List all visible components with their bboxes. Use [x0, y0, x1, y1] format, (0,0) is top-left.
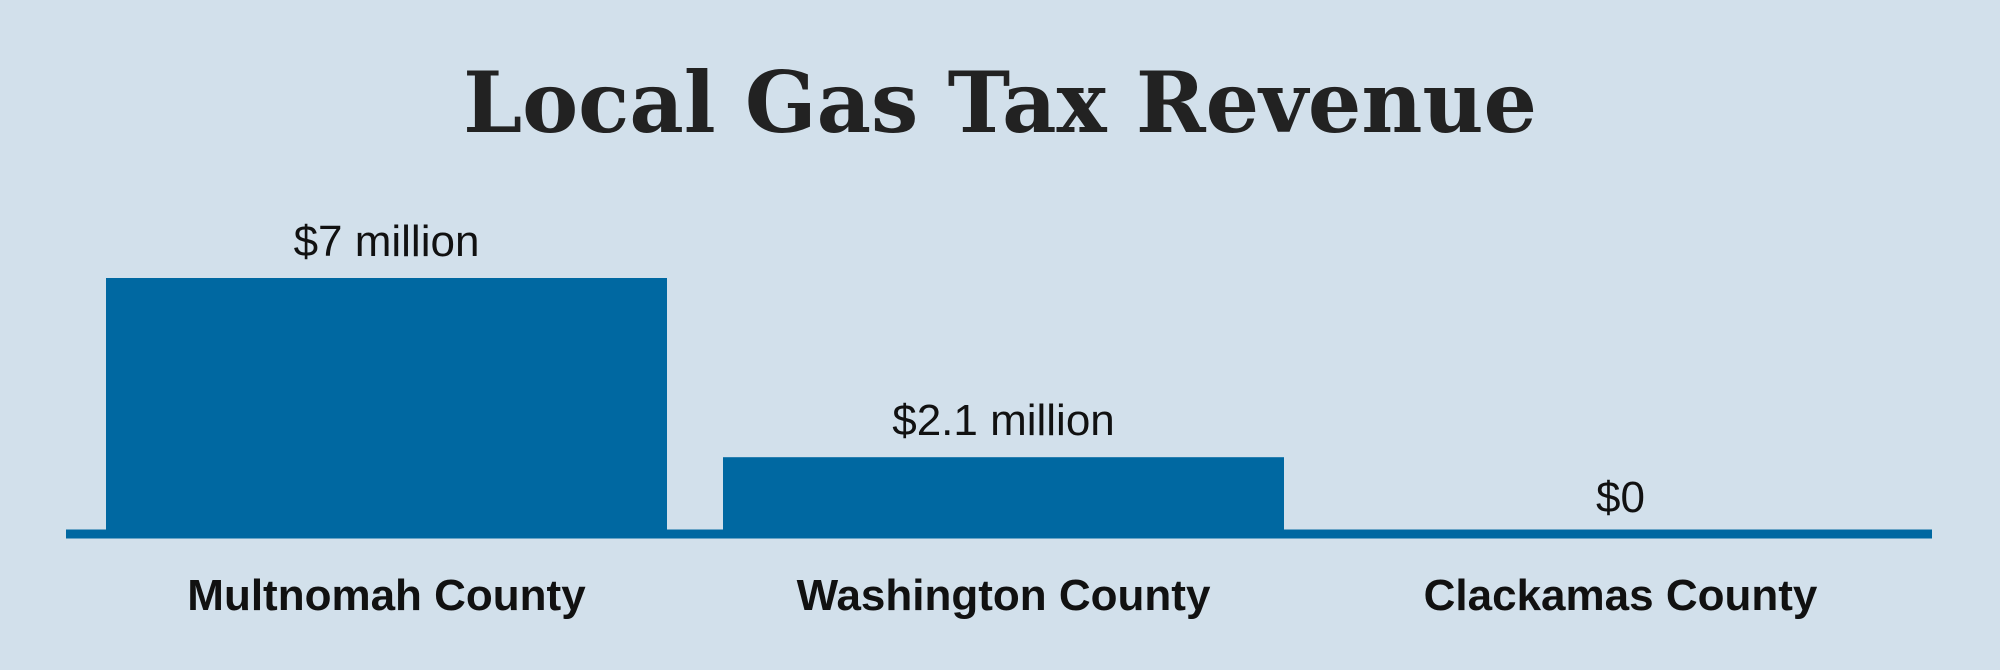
bars-layer [106, 278, 1284, 538]
value-label-2: $0 [1596, 473, 1645, 522]
category-label-1: Washington County [797, 571, 1211, 620]
labels-layer: $7 million Multnomah County $2.1 million Wa… [187, 217, 1818, 620]
bar-0 [106, 278, 667, 538]
chart-title: Local Gas Tax Revenue [463, 53, 1537, 152]
category-label-0: Multnomah County [187, 571, 586, 620]
value-label-0: $7 million [294, 217, 480, 266]
value-label-1: $2.1 million [892, 396, 1115, 445]
bar-1 [723, 457, 1284, 538]
category-label-2: Clackamas County [1424, 571, 1818, 620]
